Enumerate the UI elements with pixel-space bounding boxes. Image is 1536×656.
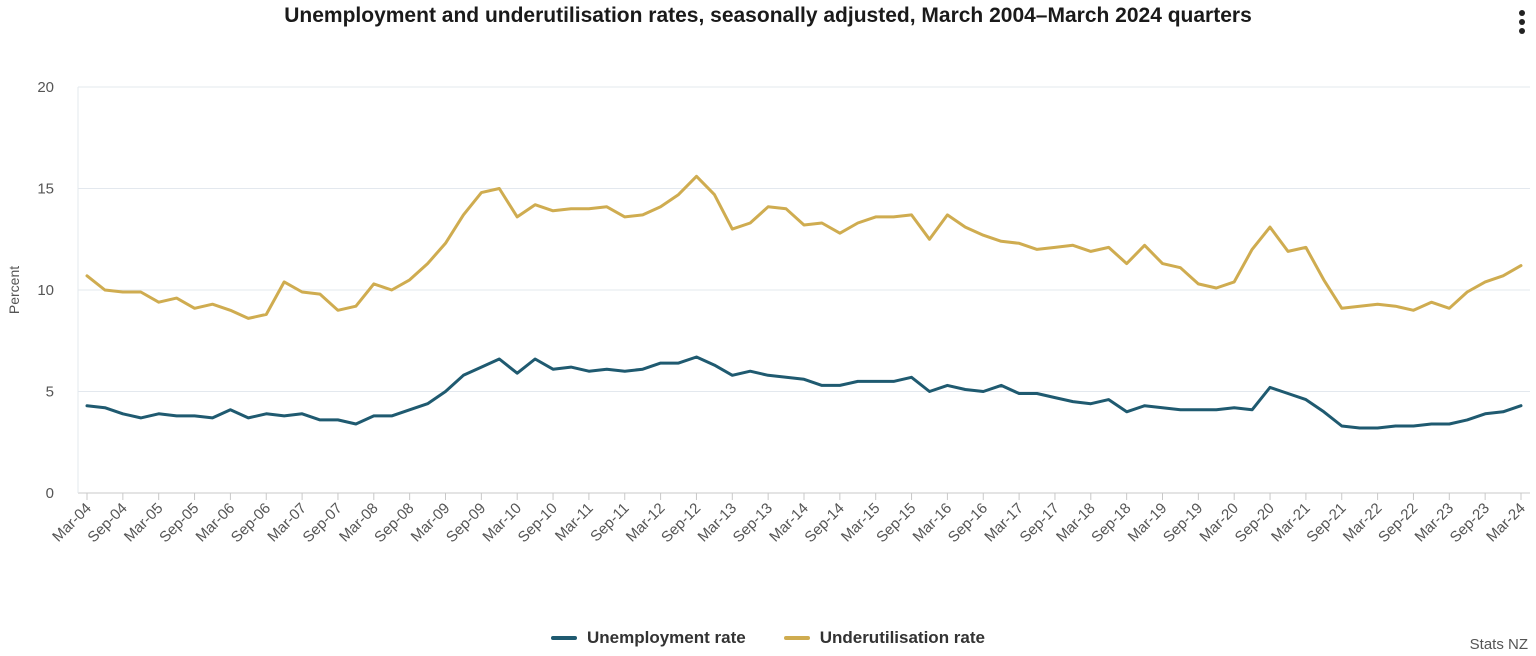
legend-swatch-unemployment: [550, 636, 577, 640]
x-tick-label: Mar-11: [552, 500, 597, 545]
x-tick-label: Sep-07: [300, 500, 346, 546]
x-tick-label: Sep-08: [371, 500, 417, 546]
y-axis-label: Percent: [6, 266, 22, 314]
x-tick-label: Sep-16: [945, 500, 991, 546]
x-tick-label: Sep-14: [801, 500, 847, 546]
chart-menu-icon[interactable]: [1514, 10, 1530, 40]
y-tick-label: 0: [46, 485, 54, 502]
y-tick-label: 15: [37, 181, 54, 198]
x-tick-label: Sep-21: [1303, 500, 1349, 546]
x-tick-label: Sep-15: [873, 500, 919, 546]
x-tick-label: Sep-04: [84, 500, 130, 546]
x-tick-label: Sep-20: [1232, 500, 1278, 546]
legend-swatch-underutilisation: [783, 636, 810, 640]
x-tick-label: Sep-22: [1375, 500, 1421, 546]
series-line-underutilisation: [85, 174, 1523, 320]
x-tick-label: Sep-13: [730, 500, 776, 546]
x-tick-label: Sep-23: [1447, 500, 1493, 546]
legend: Unemployment rate Underutilisation rate: [0, 628, 1536, 648]
source-credit[interactable]: Stats NZ: [1469, 636, 1528, 653]
x-tick-label: Sep-17: [1017, 500, 1063, 546]
legend-item-unemployment[interactable]: Unemployment rate: [550, 628, 746, 648]
x-tick-label: Mar-24: [1483, 500, 1529, 546]
series-line-unemployment: [85, 355, 1523, 430]
x-tick-label: Sep-09: [443, 500, 489, 546]
x-tick-label: Sep-11: [587, 500, 632, 545]
x-tick-label: Sep-12: [658, 500, 704, 546]
x-tick-label: Sep-19: [1160, 500, 1206, 546]
x-tick-label: Sep-06: [228, 500, 274, 546]
x-tick-label: Sep-18: [1088, 500, 1134, 546]
chart-title: Unemployment and underutilisation rates,…: [284, 4, 1252, 27]
y-tick-label: 10: [37, 282, 54, 299]
y-tick-label: 5: [46, 384, 54, 401]
y-tick-label: 20: [37, 79, 54, 96]
legend-label-underutilisation: Underutilisation rate: [819, 628, 985, 647]
x-tick-label: Sep-05: [156, 500, 202, 546]
legend-item-underutilisation[interactable]: Underutilisation rate: [783, 628, 985, 648]
legend-label-unemployment: Unemployment rate: [586, 628, 746, 647]
x-tick-label: Sep-10: [515, 500, 561, 546]
